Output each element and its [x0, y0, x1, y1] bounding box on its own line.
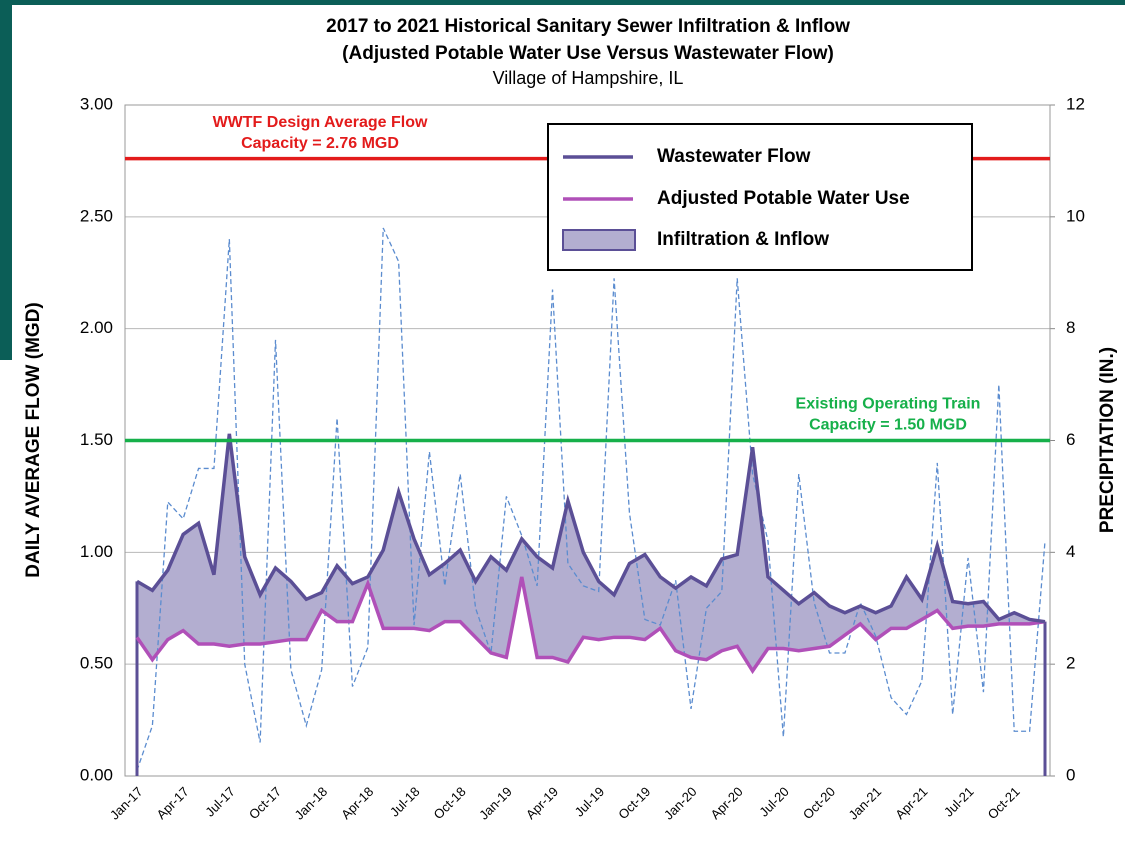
legend-label: Infiltration & Inflow — [657, 229, 829, 250]
y2-tick-label: 4 — [1066, 542, 1075, 561]
x-tick-label: Jul-21 — [941, 784, 977, 820]
x-tick-label: Apr-20 — [708, 784, 746, 822]
x-tick-label: Jul-20 — [756, 784, 792, 820]
reference-label: WWTF Design Average Flow — [213, 114, 428, 131]
x-tick-label: Oct-17 — [246, 784, 284, 822]
y-tick-label: 3.00 — [80, 94, 113, 113]
y2-tick-label: 10 — [1066, 206, 1085, 225]
reference-label: Existing Operating Train — [796, 396, 981, 413]
y2-tick-label: 6 — [1066, 430, 1075, 449]
x-tick-label: Apr-19 — [523, 784, 561, 822]
x-tick-label: Jul-18 — [387, 784, 423, 820]
y2-tick-label: 2 — [1066, 654, 1075, 673]
reference-label: Capacity = 1.50 MGD — [809, 417, 967, 434]
y-tick-label: 0.50 — [80, 654, 113, 673]
x-tick-label: Oct-20 — [800, 784, 838, 822]
x-tick-label: Apr-18 — [338, 784, 376, 822]
chart-title: 2017 to 2021 Historical Sanitary Sewer I… — [326, 16, 850, 37]
x-tick-label: Jan-21 — [846, 784, 885, 823]
legend-swatch — [562, 229, 636, 251]
x-tick-label: Jan-20 — [661, 784, 700, 823]
x-tick-label: Oct-19 — [615, 784, 653, 822]
x-tick-label: Jan-18 — [292, 784, 331, 823]
y-tick-label: 2.00 — [80, 318, 113, 337]
x-tick-label: Oct-21 — [985, 784, 1023, 822]
y-tick-label: 0.00 — [80, 765, 113, 784]
y-axis-label: DAILY AVERAGE FLOW (MGD) — [23, 302, 44, 578]
infiltration-area — [137, 433, 1045, 671]
chart-location: Village of Hampshire, IL — [493, 68, 684, 88]
y2-tick-label: 8 — [1066, 318, 1075, 337]
y2-axis-label: PRECIPITATION (IN.) — [1097, 347, 1118, 533]
frame-left — [0, 0, 12, 360]
series-line — [135, 576, 1046, 675]
x-tick-label: Apr-21 — [892, 784, 930, 822]
reference-label: Capacity = 2.76 MGD — [241, 135, 399, 152]
series-line — [136, 433, 1046, 624]
frame-top — [0, 0, 1125, 5]
x-tick-label: Oct-18 — [431, 784, 469, 822]
x-tick-label: Jan-17 — [107, 784, 146, 823]
chart-subtitle: (Adjusted Potable Water Use Versus Waste… — [342, 43, 834, 64]
y-tick-label: 1.00 — [80, 542, 113, 561]
x-tick-label: Jan-19 — [476, 784, 515, 823]
x-tick-label: Apr-17 — [154, 784, 192, 822]
y2-tick-label: 12 — [1066, 94, 1085, 113]
y-tick-label: 2.50 — [80, 206, 113, 225]
x-tick-label: Jul-17 — [202, 784, 238, 820]
y2-tick-label: 0 — [1066, 765, 1075, 784]
y-tick-label: 1.50 — [80, 430, 113, 449]
legend-label: Adjusted Potable Water Use — [657, 188, 910, 209]
x-tick-label: Jul-19 — [572, 784, 608, 820]
series-line — [136, 227, 1046, 771]
legend-label: Wastewater Flow — [657, 146, 811, 167]
